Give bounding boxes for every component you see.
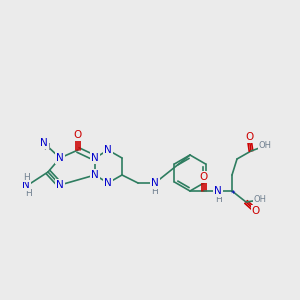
Text: H: H	[214, 194, 221, 203]
Text: OH: OH	[259, 142, 272, 151]
Text: N: N	[104, 145, 112, 155]
Text: O: O	[245, 132, 253, 142]
Text: N: N	[22, 180, 30, 190]
Text: O: O	[252, 206, 260, 216]
Text: H: H	[25, 188, 32, 197]
Text: N: N	[214, 186, 222, 196]
Text: H: H	[152, 187, 158, 196]
Text: N: N	[91, 170, 99, 180]
Text: N: N	[91, 153, 99, 163]
Text: H: H	[22, 172, 29, 182]
Text: H: H	[43, 143, 50, 152]
Text: N: N	[40, 138, 48, 148]
Text: O: O	[200, 172, 208, 182]
Text: N: N	[104, 178, 112, 188]
Text: N: N	[56, 180, 64, 190]
Text: O: O	[74, 130, 82, 140]
Text: N: N	[56, 153, 64, 163]
Text: N: N	[151, 178, 159, 188]
Text: OH: OH	[254, 196, 266, 205]
Text: *: *	[231, 190, 235, 199]
